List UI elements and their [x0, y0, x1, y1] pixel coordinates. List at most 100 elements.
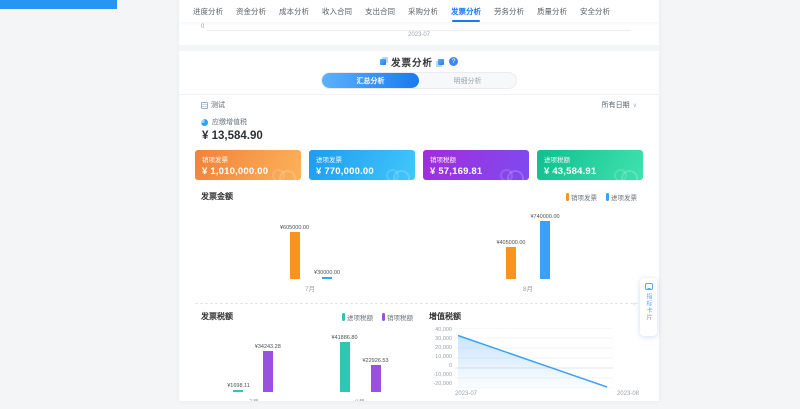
y-axis-label: 40,000	[435, 327, 452, 333]
chart-head: 发票金额 销项发票 进项发票	[201, 191, 637, 202]
org-label: 测试	[211, 102, 225, 109]
chart-title: 发票金额	[201, 192, 233, 201]
section-separator	[179, 45, 659, 51]
legend-mark-icon	[566, 192, 569, 201]
bar[interactable]	[505, 247, 516, 279]
chart-title: 增值税额	[429, 312, 461, 321]
card-value: ¥ 43,584.91	[544, 166, 597, 177]
bar-value-label: ¥22926.53	[362, 357, 389, 364]
title-deco-cube-icon	[438, 58, 444, 65]
vat-line-plot	[455, 328, 613, 388]
legend-label: 销项税额	[387, 314, 413, 322]
kpi-value: ¥ 13,584.90	[202, 130, 263, 142]
filter-bar: 测试 所有日期 ∨	[179, 94, 659, 113]
analysis-tab-bar: 进度分析 资金分析 成本分析 收入合同 支出合同 采购分析 发票分析 劳务分析 质量分析 安全分析	[179, 0, 659, 22]
tab-summary-analysis[interactable]: 汇总分析	[322, 73, 419, 88]
date-filter-dropdown[interactable]: 所有日期 ∨	[602, 100, 637, 110]
indicator-card-widget[interactable]: 指标卡片	[640, 278, 657, 336]
kpi-label: 应缴增值税	[212, 119, 247, 126]
bar[interactable]	[322, 276, 333, 279]
y-axis-label: 30,000	[435, 336, 452, 343]
summary-card-green: 进项税额 ¥ 43,584.91	[537, 150, 643, 180]
card-label: 销项发票	[202, 157, 228, 164]
nav-tab[interactable]: 采购分析	[408, 7, 438, 16]
bar[interactable]	[262, 351, 273, 392]
building-icon	[201, 101, 208, 109]
invoice-tax-chart-section: 发票税额 进项税额 销项税额 ¥1698.11 ¥34243.28 7月 ¥41886.…	[201, 311, 413, 401]
bar-value-label: ¥41886.80	[331, 335, 358, 341]
top-left-blue-strip	[0, 0, 117, 9]
bar[interactable]	[540, 221, 551, 279]
summary-cards-row: 销项发票 ¥ 1,010,000.00 进项发票 ¥ 770,000.00 销项税额 ¥ …	[179, 142, 659, 180]
org-selector[interactable]: 测试	[201, 100, 225, 110]
bar-group: ¥41886.80 ¥22926.53 8月	[307, 328, 413, 401]
legend-label: 进项税额	[347, 314, 373, 322]
card-label: 销项税额	[430, 157, 456, 164]
bar[interactable]	[370, 364, 381, 392]
legend-item[interactable]: 销项发票	[566, 192, 597, 202]
card-watermark-icon	[386, 169, 410, 180]
card-value: ¥ 1,010,000.00	[202, 166, 269, 177]
x-axis-label: 7月	[249, 396, 259, 401]
bar[interactable]	[289, 231, 300, 279]
nav-tab[interactable]: 劳务分析	[494, 7, 524, 16]
chart-title: 发票税额	[201, 312, 233, 321]
nav-tab[interactable]: 发票分析	[451, 0, 481, 22]
remnant-axis-line	[207, 30, 631, 31]
y-axis: 40,000 30,000 20,000 10,000 0 -10,000 -20,000	[429, 327, 455, 388]
x-axis-label: 8月	[522, 286, 534, 293]
legend-item[interactable]: 进项发票	[606, 192, 637, 202]
remnant-x-axis-label: 2023-07	[407, 32, 431, 38]
view-toggle-row: 汇总分析 明细分析	[179, 72, 659, 89]
pie-dot-icon	[201, 118, 208, 126]
legend-item[interactable]: 销项税额	[382, 312, 413, 322]
x-axis-label: 2023-08	[616, 391, 639, 397]
bar-value-label: ¥740000.00	[530, 214, 560, 220]
scrolled-chart-remnant: 0 2023-07	[179, 22, 659, 45]
title-deco-cube-icon	[379, 58, 386, 65]
nav-tab[interactable]: 支出合同	[365, 7, 395, 16]
nav-tab[interactable]: 成本分析	[279, 7, 309, 16]
chart-head: 发票税额 进项税额 销项税额	[201, 311, 413, 322]
y-axis-label: -10,000	[433, 372, 452, 379]
legend-mark-icon	[606, 192, 609, 201]
nav-tab[interactable]: 收入合同	[322, 7, 352, 16]
nav-tab[interactable]: 质量分析	[537, 7, 567, 16]
card-watermark-icon	[614, 169, 638, 180]
bar-value-label: ¥1698.11	[227, 383, 250, 389]
x-axis-labels: 2023-07 2023-08	[455, 391, 639, 397]
widget-label: 指标卡片	[645, 293, 651, 321]
bar-value-label: ¥605000.00	[279, 224, 310, 231]
nav-tab[interactable]: 进度分析	[193, 7, 223, 16]
summary-card-orange: 销项发票 ¥ 1,010,000.00	[195, 150, 301, 180]
legend-label: 进项发票	[611, 194, 637, 202]
tab-detail-analysis[interactable]: 明细分析	[453, 77, 482, 85]
card-label: 进项发票	[316, 157, 342, 164]
y-axis-label: 0	[448, 363, 452, 370]
invoice-amount-bar-plot: ¥605000.00 ¥30000.00 7月 ¥405000.00 ¥740000.0…	[201, 207, 637, 293]
kpi-label-row: 应缴增值税	[201, 117, 637, 127]
help-icon[interactable]: ?	[449, 57, 458, 66]
nav-tab[interactable]: 资金分析	[236, 7, 266, 16]
dashed-divider	[195, 303, 643, 304]
invoice-tax-bar-plot: ¥1698.11 ¥34243.28 7月 ¥41886.80 ¥22926.53 8月	[201, 328, 413, 401]
bar-value-label: ¥405000.00	[496, 240, 526, 247]
card-value: ¥ 57,169.81	[430, 166, 483, 177]
y-axis-label: 20,000	[435, 345, 452, 352]
invoice-amount-chart-section: 发票金额 销项发票 进项发票 ¥605000.00 ¥30000.00 7月 ¥4050…	[179, 180, 659, 293]
chart-legend: 进项税额 销项税额	[342, 312, 413, 322]
bottom-charts-row: 发票税额 进项税额 销项税额 ¥1698.11 ¥34243.28 7月 ¥41886.…	[179, 304, 659, 401]
speech-bubble-icon	[644, 283, 653, 290]
legend-item[interactable]: 进项税额	[342, 312, 373, 322]
view-toggle: 汇总分析 明细分析	[321, 72, 517, 89]
widget-collapse-arrow-icon[interactable]: ‹	[633, 301, 636, 308]
date-filter-label: 所有日期	[601, 102, 630, 109]
bar-group: ¥1698.11 ¥34243.28 7月	[201, 328, 307, 401]
main-panel: 进度分析 资金分析 成本分析 收入合同 支出合同 采购分析 发票分析 劳务分析 质量分析 安全分析…	[179, 0, 659, 401]
summary-card-blue: 进项发票 ¥ 770,000.00	[309, 150, 415, 180]
y-axis-label: 10,000	[435, 354, 452, 361]
nav-tab[interactable]: 安全分析	[580, 7, 610, 16]
chart-head: 增值税额	[429, 311, 639, 322]
bar[interactable]	[339, 342, 350, 392]
bar[interactable]	[233, 390, 244, 392]
